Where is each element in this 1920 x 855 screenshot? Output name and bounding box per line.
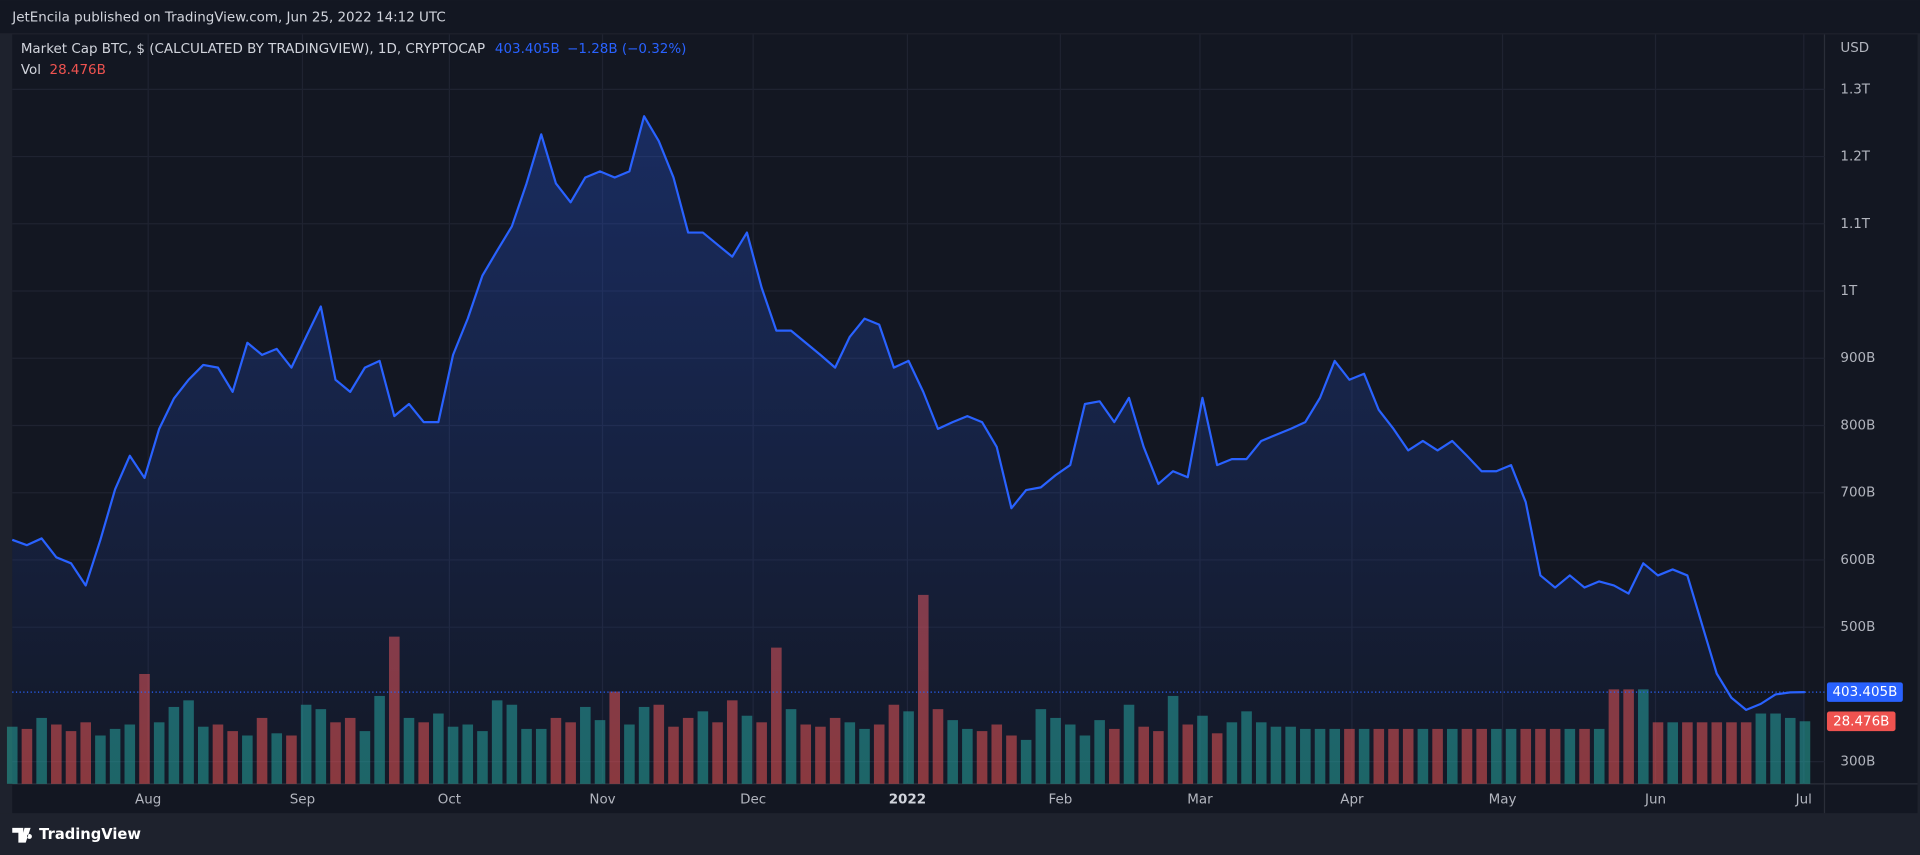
axes: 300B 500B 600B 700B 800B 900B 1T 1.1T 1.2T 1.3T Au… xyxy=(135,82,1903,808)
x-tick-label: Dec xyxy=(740,793,766,808)
x-tick-label: Nov xyxy=(589,793,615,808)
y-tick-label: 600B xyxy=(1840,553,1875,568)
x-tick-label: Apr xyxy=(1340,793,1364,808)
x-tick-label: Jun xyxy=(1644,793,1666,808)
logo xyxy=(12,827,32,843)
vol-last: 28.476B xyxy=(50,63,106,78)
last-volume-box xyxy=(1826,711,1896,732)
last-price: 403.405B xyxy=(495,42,560,57)
brand: TradingView xyxy=(39,826,141,843)
x-tick-label: Oct xyxy=(438,793,461,808)
x-tick-label: Aug xyxy=(135,793,161,808)
legend-vol: Vol 28.476B xyxy=(21,63,106,78)
x-tick-label: 2022 xyxy=(889,793,926,808)
x-tick-label: Sep xyxy=(290,793,315,808)
last-volume-label: 28.476B xyxy=(1833,714,1889,729)
title: Market Cap BTC, $ (CALCULATED BY TRADING… xyxy=(21,42,485,57)
x-tick-label: May xyxy=(1489,793,1517,808)
y-tick-label: 900B xyxy=(1840,351,1875,366)
y-tick-label: 300B xyxy=(1840,755,1875,770)
y-tick-label: 1.3T xyxy=(1840,82,1870,97)
last-price-label: 403.405B xyxy=(1832,685,1897,700)
y-tick-label: 1.2T xyxy=(1840,150,1870,165)
x-tick-label: Jul xyxy=(1795,793,1812,808)
last-price-box xyxy=(1826,682,1903,702)
y-tick-label: 700B xyxy=(1840,486,1875,501)
y-tick-label: 500B xyxy=(1840,620,1875,635)
publisher: JetEncila published on TradingView.com, … xyxy=(11,10,446,25)
x-tick-label: Mar xyxy=(1187,793,1213,808)
area xyxy=(12,116,1805,784)
price-line xyxy=(11,115,1805,711)
change: −1.28B (−0.32%) xyxy=(567,42,686,57)
price xyxy=(11,115,1825,784)
y-tick-label: 800B xyxy=(1840,418,1875,433)
y-axis-label: USD xyxy=(1840,41,1869,56)
y-tick-label: 1T xyxy=(1840,284,1858,299)
footer xyxy=(0,813,1920,855)
legend-title: Market Cap BTC, $ (CALCULATED BY TRADING… xyxy=(21,42,687,57)
y-tick-label: 1.1T xyxy=(1840,217,1870,232)
x-tick-label: Feb xyxy=(1048,793,1072,808)
volume-bar xyxy=(6,726,18,784)
volume-bar xyxy=(1799,721,1811,784)
top-bar xyxy=(0,0,1920,34)
vol-name: Vol xyxy=(21,63,41,78)
